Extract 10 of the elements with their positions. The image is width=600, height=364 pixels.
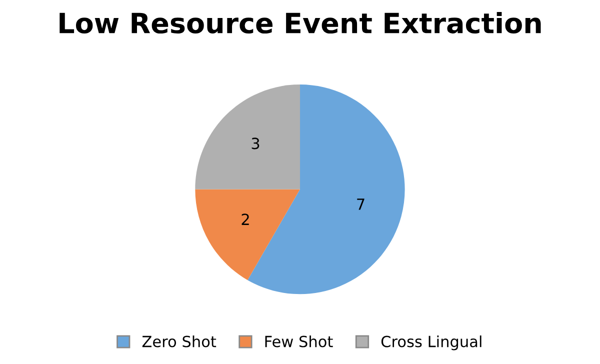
legend-label: Zero Shot: [142, 335, 216, 348]
pie-slice: [195, 189, 300, 280]
data-label: 3: [252, 138, 260, 150]
data-label: 2: [242, 214, 249, 225]
pie-slice: [248, 84, 405, 294]
legend-label: Few Shot: [265, 335, 333, 348]
data-label: 7: [357, 198, 364, 210]
chart-title: Low Resource Event Extraction: [60, 12, 541, 34]
pie-slice: [195, 84, 300, 190]
legend-label: Cross Lingual: [381, 335, 482, 350]
